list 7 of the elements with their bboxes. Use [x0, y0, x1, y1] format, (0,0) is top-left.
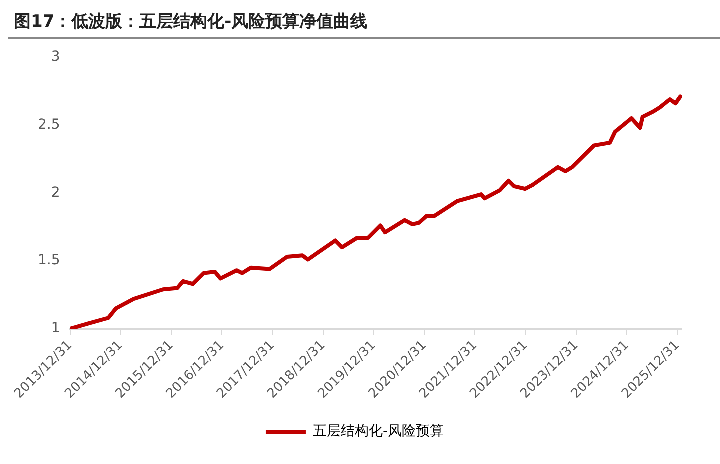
- y-tick-label: 2.5: [38, 116, 60, 133]
- y-tick-label: 1: [51, 320, 60, 337]
- y-tick-label: 2: [51, 184, 60, 201]
- legend-label: 五层结构化-风险预算: [312, 424, 444, 440]
- y-tick-label: 1.5: [38, 252, 60, 269]
- chart-title: 图17：低波版：五层结构化-风险预算净值曲线: [8, 8, 720, 39]
- y-tick-label: 3: [51, 49, 60, 66]
